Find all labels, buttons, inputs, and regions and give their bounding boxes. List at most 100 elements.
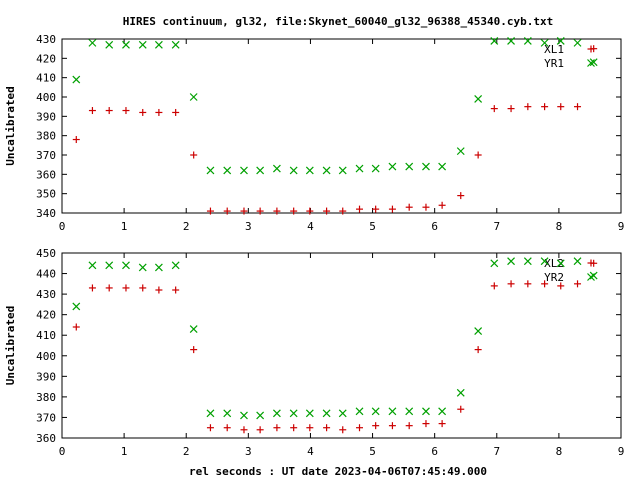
chart-title: HIRES continuum, gl32, file:Skynet_60040…	[123, 15, 553, 28]
data-point	[388, 162, 397, 171]
data-point	[105, 40, 114, 49]
x-tick-label: 5	[369, 445, 376, 458]
data-point	[190, 151, 198, 159]
legend-label: YR1	[544, 57, 564, 70]
y-tick-label: 350	[36, 188, 56, 201]
y-tick-label: 410	[36, 72, 56, 85]
data-point	[72, 75, 81, 84]
data-point	[422, 162, 430, 171]
data-point	[388, 407, 397, 416]
y-tick-label: 370	[36, 149, 56, 162]
data-point	[524, 103, 532, 111]
data-point	[438, 201, 446, 209]
data-point	[356, 424, 364, 432]
data-point	[541, 103, 549, 111]
data-point	[540, 257, 549, 266]
y-tick-label: 380	[36, 391, 56, 404]
y-tick-label: 430	[36, 288, 56, 301]
data-point	[388, 205, 396, 213]
legend-marker	[587, 59, 595, 67]
data-point	[122, 261, 130, 270]
x-tick-label: 4	[307, 220, 314, 233]
data-point	[105, 107, 113, 115]
data-point	[154, 263, 163, 272]
data-point	[422, 203, 430, 211]
legend-marker	[587, 45, 595, 53]
y-axis-label: Uncalibrated	[4, 86, 17, 165]
data-point	[240, 207, 248, 215]
data-point	[405, 162, 414, 171]
data-point	[190, 346, 198, 354]
data-point	[138, 40, 147, 49]
x-tick-label: 3	[245, 445, 252, 458]
data-point	[206, 409, 215, 418]
data-point	[305, 166, 314, 175]
data-point	[322, 166, 331, 175]
data-point	[405, 203, 413, 211]
data-point	[154, 40, 163, 49]
data-point	[256, 207, 264, 215]
data-point	[273, 207, 281, 215]
x-tick-label: 7	[493, 220, 500, 233]
data-point	[474, 151, 482, 159]
data-point	[490, 37, 499, 45]
data-point	[122, 107, 130, 115]
data-point	[405, 407, 414, 416]
data-point	[240, 426, 248, 434]
x-tick-label: 0	[59, 220, 66, 233]
data-point	[223, 424, 231, 432]
data-point	[456, 388, 465, 397]
data-point	[371, 164, 380, 173]
x-tick-label: 8	[556, 220, 563, 233]
data-point	[338, 409, 347, 418]
data-point	[72, 302, 81, 311]
x-tick-label: 6	[431, 220, 438, 233]
series-yr1	[72, 37, 598, 175]
data-point	[490, 105, 498, 113]
data-point	[189, 93, 198, 101]
data-point	[240, 166, 248, 175]
data-point	[223, 409, 232, 418]
x-tick-label: 1	[121, 220, 128, 233]
series-xl2	[72, 259, 598, 434]
series-xl1	[72, 45, 598, 215]
data-point	[172, 286, 180, 294]
plot-frame	[61, 38, 622, 214]
data-point	[524, 280, 532, 288]
data-point	[372, 422, 380, 430]
y-tick-label: 400	[36, 91, 56, 104]
y-tick-label: 360	[36, 168, 56, 181]
data-point	[507, 257, 515, 266]
series-yr2	[72, 257, 598, 420]
data-point	[456, 147, 465, 156]
data-point	[88, 261, 97, 270]
y-tick-label: 430	[36, 33, 56, 46]
data-point	[556, 259, 565, 268]
x-tick-label: 0	[59, 445, 66, 458]
data-point	[138, 263, 147, 272]
data-point	[490, 259, 499, 268]
data-point	[206, 207, 214, 215]
x-tick-label: 2	[183, 445, 190, 458]
y-tick-label: 390	[36, 370, 56, 383]
data-point	[88, 38, 97, 47]
data-point	[171, 261, 180, 270]
data-point	[523, 37, 532, 45]
data-point	[171, 40, 180, 49]
data-point	[574, 280, 582, 288]
data-point	[457, 192, 465, 200]
data-point	[223, 207, 231, 215]
data-point	[122, 40, 130, 49]
data-point	[438, 162, 447, 171]
data-point	[523, 257, 532, 266]
data-point	[557, 103, 565, 111]
x-tick-label: 9	[618, 220, 625, 233]
data-point	[306, 207, 314, 215]
x-tick-label: 2	[183, 220, 190, 233]
data-point	[589, 58, 598, 67]
panel-1: 0 1 2 3 4 5 6 7 8 9 340 350 360 370 380 390 400 410 420 430…	[4, 33, 624, 233]
legend-label: YR2	[544, 271, 564, 284]
x-axis-label: rel seconds : UT date 2023-04-06T07:45:4…	[189, 465, 487, 478]
data-point	[371, 407, 380, 416]
data-point	[240, 411, 248, 420]
